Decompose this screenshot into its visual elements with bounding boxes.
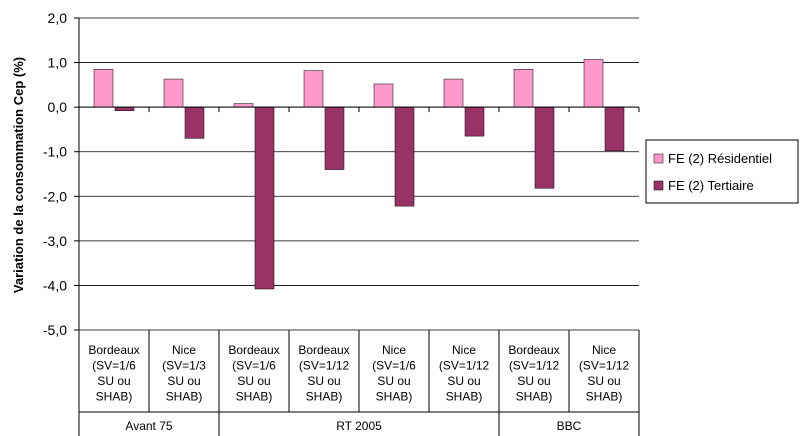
- legend-label-residentiel: FE (2) Résidentiel: [668, 151, 772, 166]
- category-label: SU ou: [97, 374, 130, 388]
- legend-label-tertiaire: FE (2) Tertiaire: [668, 178, 754, 193]
- category-label: (SV=1/12: [579, 359, 630, 373]
- category-label: Nice: [382, 343, 406, 357]
- y-tick-label: 2,0: [48, 10, 68, 26]
- category-label: Bordeaux: [508, 343, 559, 357]
- category-label: SHAB): [586, 390, 623, 404]
- bar-residentiel: [583, 59, 604, 108]
- category-label: SU ou: [307, 374, 340, 388]
- category-label: SHAB): [446, 390, 483, 404]
- bar-tertiaire: [254, 106, 275, 290]
- bar-residentiel: [513, 69, 534, 108]
- category-label: SU ou: [377, 374, 410, 388]
- y-tick-label: -1,0: [43, 144, 67, 160]
- bars: [93, 59, 625, 290]
- axes: [74, 17, 640, 436]
- category-label: SHAB): [96, 390, 133, 404]
- legend-swatch-residentiel: [653, 153, 664, 164]
- category-label: Bordeaux: [88, 343, 139, 357]
- category-label: SU ou: [517, 374, 550, 388]
- bar-tertiaire: [464, 106, 485, 137]
- bar-residentiel: [303, 70, 324, 108]
- category-label: SU ou: [167, 374, 200, 388]
- category-label: Bordeaux: [228, 343, 279, 357]
- category-label: Nice: [452, 343, 476, 357]
- group-label: RT 2005: [336, 419, 382, 433]
- category-label: SU ou: [447, 374, 480, 388]
- bar-tertiaire: [394, 106, 415, 207]
- bar-tertiaire: [534, 106, 555, 189]
- category-label: SHAB): [306, 390, 343, 404]
- bar-residentiel: [233, 103, 254, 108]
- legend-box: [645, 139, 799, 204]
- group-labels: Avant 75 RT 2005 BBC: [125, 419, 581, 433]
- category-label: SHAB): [376, 390, 413, 404]
- bar-tertiaire: [114, 106, 135, 111]
- group-label: BBC: [557, 419, 582, 433]
- bar-residentiel: [93, 69, 114, 108]
- category-label: SHAB): [236, 390, 273, 404]
- category-label: (SV=1/12: [509, 359, 560, 373]
- category-label: Nice: [172, 343, 196, 357]
- y-tick-label: -5,0: [43, 322, 67, 338]
- category-label: Bordeaux: [298, 343, 349, 357]
- bar-tertiaire: [324, 106, 345, 170]
- legend: FE (2) Résidentiel FE (2) Tertiaire: [645, 139, 799, 204]
- gridlines: [79, 17, 639, 331]
- y-tick-label: -3,0: [43, 233, 67, 249]
- category-label: (SV=1/6: [92, 359, 136, 373]
- category-label: (SV=1/6: [372, 359, 416, 373]
- category-label: SU ou: [237, 374, 270, 388]
- bar-residentiel: [373, 83, 394, 108]
- category-label: (SV=1/3: [162, 359, 206, 373]
- bar-residentiel: [163, 78, 184, 108]
- category-label: (SV=1/12: [439, 359, 490, 373]
- bar-residentiel: [443, 78, 464, 108]
- y-tick-labels: 2,0 1,0 0,0 -1,0 -2,0 -3,0 -4,0 -5,0: [43, 10, 67, 338]
- category-label: SU ou: [587, 374, 620, 388]
- category-label: SHAB): [166, 390, 203, 404]
- category-label: (SV=1/12: [299, 359, 350, 373]
- legend-swatch-tertiaire: [653, 180, 664, 191]
- y-tick-label: -2,0: [43, 188, 67, 204]
- bar-tertiaire: [184, 106, 205, 139]
- category-label: SHAB): [516, 390, 553, 404]
- category-label: (SV=1/6: [232, 359, 276, 373]
- y-axis-label: Variation de la consommation Cep (%): [11, 57, 26, 293]
- bar-tertiaire: [604, 106, 625, 152]
- y-tick-label: 0,0: [48, 99, 68, 115]
- y-tick-label: 1,0: [48, 55, 68, 71]
- category-label: Nice: [592, 343, 616, 357]
- group-label: Avant 75: [125, 419, 172, 433]
- y-tick-label: -4,0: [43, 277, 67, 293]
